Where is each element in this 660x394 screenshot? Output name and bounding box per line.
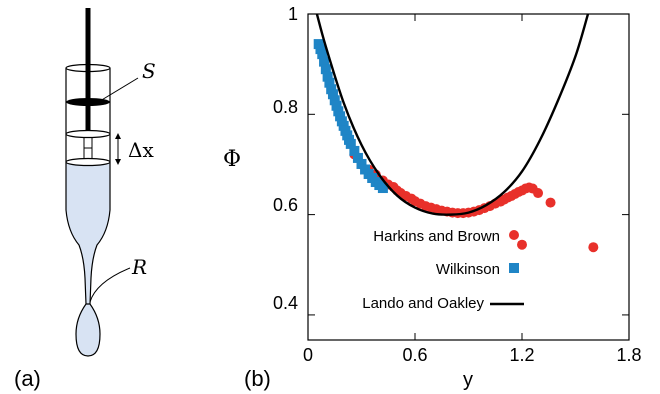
panel-a-apparatus: S Δx R xyxy=(65,8,156,357)
seal-disk xyxy=(66,98,110,106)
legend-marker-harkins xyxy=(509,230,519,240)
legend-marker-wilkinson xyxy=(509,263,519,273)
label-delta-x: Δx xyxy=(128,138,154,162)
label-r: R xyxy=(131,255,147,279)
x-tick-label-0: 0 xyxy=(303,345,313,365)
wilkinson-point-0 xyxy=(313,39,324,50)
harkins-point-38 xyxy=(545,197,556,208)
legend-label-lando: Lando and Oakley xyxy=(362,295,484,312)
leader-s xyxy=(99,77,139,102)
wilkinson-point-5 xyxy=(322,71,333,82)
plunger-rod xyxy=(85,8,91,136)
lando-oakley-curve xyxy=(315,14,590,216)
x-tick-label-1: 0.6 xyxy=(402,345,427,365)
tube-outline xyxy=(65,68,111,305)
wilkinson-point-6 xyxy=(324,77,335,88)
legend-label-harkins: Harkins and Brown xyxy=(373,228,500,245)
pendant-drop xyxy=(75,303,101,357)
wilkinson-point-10 xyxy=(331,100,342,111)
wilkinson-point-4 xyxy=(320,64,331,75)
legend: Harkins and Brown Wilkinson Lando and Oa… xyxy=(362,228,524,312)
wilkinson-point-12 xyxy=(335,111,346,122)
liquid-column xyxy=(66,162,110,304)
y-axis-label: Φ xyxy=(223,147,241,172)
wilkinson-point-21 xyxy=(356,158,367,169)
wilkinson-point-14 xyxy=(338,120,349,131)
harkins-outlier-0 xyxy=(517,239,527,250)
leader-r xyxy=(89,267,131,303)
wilkinson-point-11 xyxy=(333,106,344,117)
harkins-outlier-1 xyxy=(588,242,599,253)
wilkinson-point-7 xyxy=(326,84,337,95)
wilkinson-point-1 xyxy=(315,44,326,55)
x-tick-label-3: 1.8 xyxy=(616,345,641,365)
panel-b-label: (b) xyxy=(244,366,271,391)
plot-area: 0 0.6 1.2 1.8 0.4 0.6 0.8 1 y Φ Harkins … xyxy=(223,4,642,391)
delta-x-arrowhead-bottom xyxy=(115,159,121,165)
wilkinson-point-19 xyxy=(349,145,360,156)
y-tick-label-3: 1 xyxy=(288,4,298,24)
delta-x-arrowhead-top xyxy=(115,133,121,139)
data-marks xyxy=(313,14,599,253)
wilkinson-point-8 xyxy=(327,89,338,100)
wilkinson-point-2 xyxy=(317,49,328,60)
y-tick-label-1: 0.6 xyxy=(273,195,298,215)
legend-label-wilkinson: Wilkinson xyxy=(436,261,500,278)
axis-ticks xyxy=(307,13,630,340)
wilkinson-point-3 xyxy=(319,56,330,67)
wilkinson-point-27 xyxy=(377,183,388,194)
harkins-point-37 xyxy=(533,188,544,199)
y-tick-label-2: 0.8 xyxy=(273,97,298,117)
x-axis-label: y xyxy=(463,369,473,391)
panel-a-label: (a) xyxy=(14,366,41,391)
x-tick-label-2: 1.2 xyxy=(509,345,534,365)
plot-frame xyxy=(307,13,630,341)
piston-disk-upper xyxy=(65,129,111,139)
wilkinson-point-18 xyxy=(345,138,356,149)
label-s: S xyxy=(142,59,156,83)
wilkinson-point-9 xyxy=(329,95,340,106)
y-tick-label-0: 0.4 xyxy=(273,293,298,313)
wilkinson-point-20 xyxy=(352,152,363,163)
piston-disk-lower xyxy=(65,157,111,167)
